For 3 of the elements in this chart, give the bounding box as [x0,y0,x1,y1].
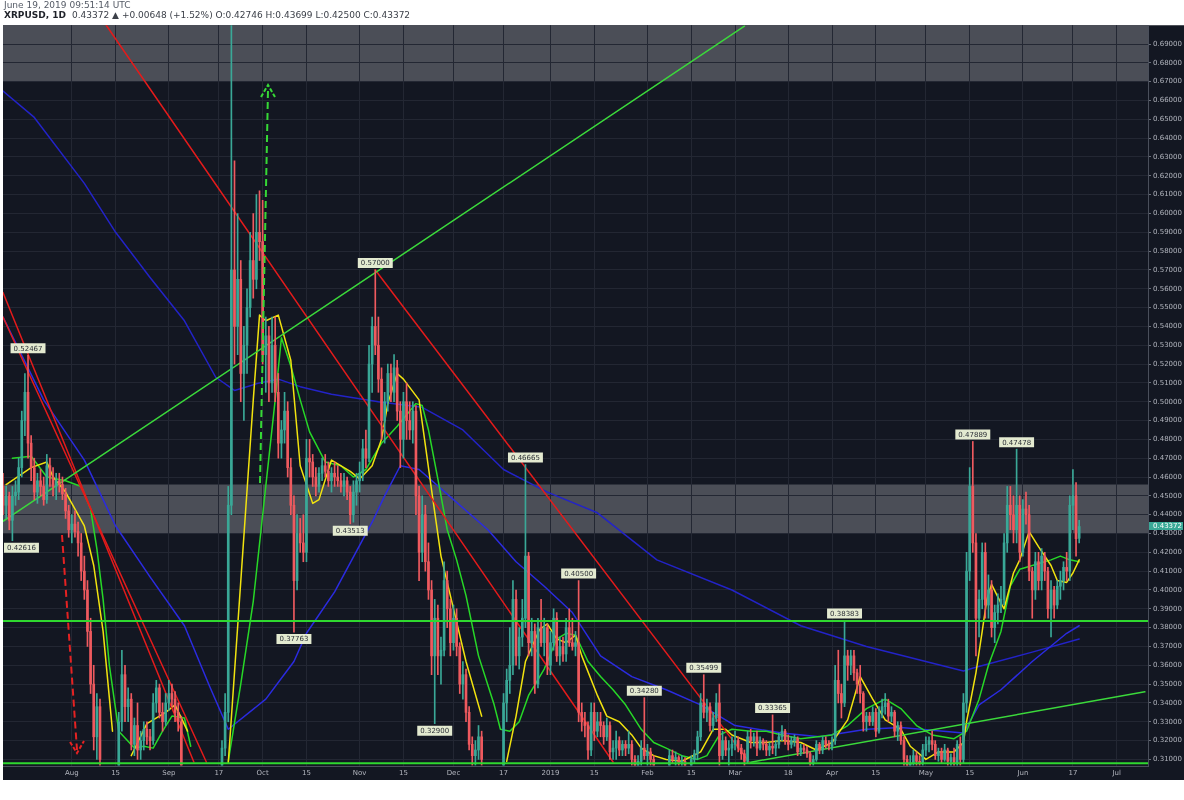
chart-title: XRPUSD, 1D [4,10,67,20]
text: June 19, 2019 09:51:14 UTC [4,0,131,11]
chart-subtitle: 0.43372 ▲ +0.00648 (+1.52%) O:0.42746 H:0.43699 L:0.42500 C:0.43372 [72,10,411,20]
